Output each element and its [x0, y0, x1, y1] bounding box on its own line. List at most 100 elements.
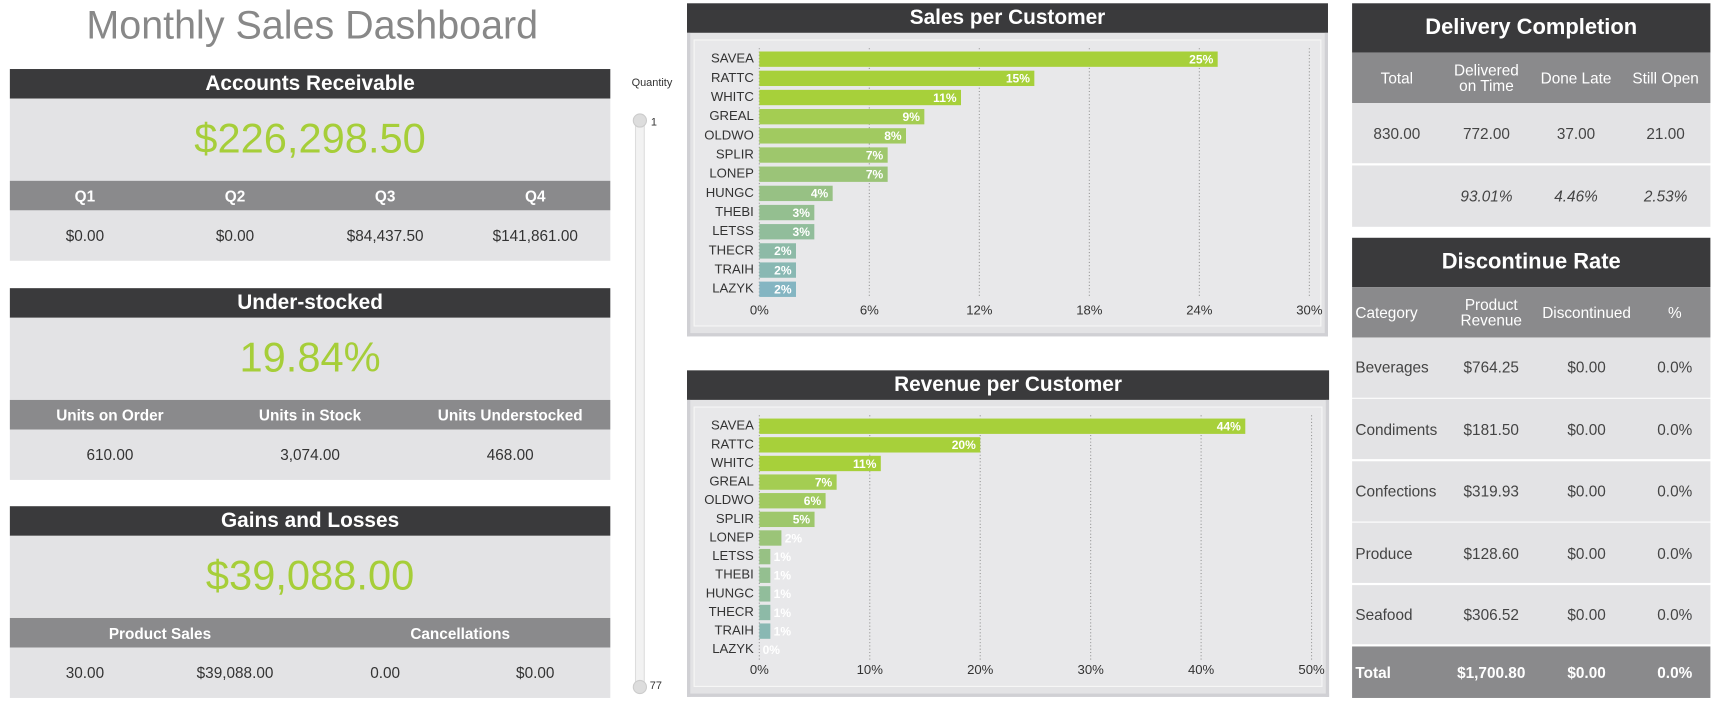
category-label: SAVEA	[711, 51, 754, 66]
column-header: Q1	[74, 186, 96, 205]
category-label: LAZYK	[712, 281, 754, 296]
slider-max: 77	[650, 680, 662, 692]
category-label: THEBI	[715, 204, 754, 219]
panel-header: Accounts Receivable	[9, 69, 611, 99]
panel-row	[9, 429, 611, 480]
cell: Seafood	[1355, 605, 1413, 624]
bar	[759, 224, 815, 240]
value-label: 2%	[774, 283, 792, 297]
dashboard-title: Monthly Sales Dashboard	[86, 2, 539, 48]
column-header: Units in Stock	[258, 405, 362, 424]
bar	[759, 147, 888, 163]
value-label: 11%	[933, 91, 957, 105]
cell: Confections	[1355, 482, 1437, 500]
category-label: SPLIR	[716, 147, 754, 162]
cell: 0.0%	[1657, 605, 1693, 624]
cell: 30.00	[65, 663, 105, 682]
value-label: 7%	[866, 148, 884, 162]
bar	[759, 262, 796, 278]
bar	[759, 166, 888, 182]
cell: 0.0%	[1657, 544, 1693, 562]
cell: $181.50	[1463, 420, 1519, 439]
category-label: WHITC	[711, 89, 754, 104]
cell: $0.00	[1567, 544, 1606, 562]
table-row	[1352, 461, 1711, 522]
bar	[759, 243, 796, 259]
cell: $319.93	[1463, 482, 1519, 500]
x-tick-label: 40%	[1188, 662, 1215, 677]
total-cell: Total	[1355, 663, 1391, 681]
cell: 21.00	[1646, 124, 1685, 142]
bar	[759, 281, 796, 297]
bar	[759, 128, 906, 144]
cell: $0.00	[65, 226, 105, 245]
bar	[759, 437, 981, 453]
column-header: Product Revenue	[1460, 295, 1522, 329]
cell: 468.00	[486, 445, 534, 464]
column-header: Q3	[374, 186, 396, 205]
panel-header: Gains and Losses	[9, 506, 611, 536]
category-label: TRAIH	[714, 262, 753, 277]
table-row	[1352, 399, 1711, 460]
value-label: 1%	[774, 587, 792, 601]
bar	[759, 604, 771, 621]
cell: 0.0%	[1657, 420, 1693, 439]
chart-header: Sales per Customer	[687, 3, 1328, 33]
cell: $84,437.50	[346, 226, 424, 245]
slider-min: 1	[651, 117, 657, 129]
value-label: 7%	[815, 475, 833, 489]
chart-header: Revenue per Customer	[687, 370, 1330, 400]
bar	[759, 567, 771, 583]
category-label: RATTC	[711, 436, 754, 451]
bar	[759, 623, 771, 639]
cell: Produce	[1355, 544, 1413, 562]
value-label: 6%	[804, 494, 822, 508]
column-header: Done Late	[1540, 69, 1612, 87]
category-label: THECR	[709, 604, 754, 619]
slider-handle-min[interactable]	[632, 113, 648, 128]
value-label: 1%	[774, 569, 792, 583]
cell: $0.00	[1567, 605, 1606, 624]
panel-subheader	[9, 617, 611, 648]
panel-body: $39,088.00	[9, 535, 611, 618]
slider-label: Quantity	[632, 77, 673, 89]
value-label: 20%	[952, 438, 976, 452]
panel-header: Discontinue Rate	[1352, 237, 1711, 288]
bar	[759, 418, 1246, 434]
bar	[759, 185, 833, 202]
panel-subheader	[9, 180, 611, 211]
cell: Beverages	[1355, 358, 1429, 377]
bar	[759, 204, 815, 221]
category-label: OLDWO	[704, 492, 754, 507]
slider-handle-max[interactable]	[632, 679, 648, 695]
cell: 610.00	[86, 445, 134, 464]
panel-subheader	[1352, 52, 1711, 103]
cell: $0.00	[1567, 420, 1606, 439]
bar	[759, 70, 1035, 87]
x-tick-label: 0%	[750, 662, 769, 677]
value-label: 11%	[853, 457, 877, 471]
value-label: 25%	[1189, 52, 1213, 66]
cell: 93.01%	[1460, 187, 1513, 205]
panel-row	[9, 210, 611, 261]
category-label: LAZYK	[712, 641, 754, 656]
category-label: SPLIR	[716, 511, 754, 526]
panel-subheader	[1352, 287, 1711, 338]
total-row	[1352, 646, 1711, 698]
panel-subheader	[9, 399, 611, 430]
cell: Condiments	[1355, 420, 1438, 439]
value-label: 1%	[774, 624, 792, 638]
column-header: Category	[1355, 303, 1418, 322]
category-label: THEBI	[715, 567, 754, 582]
column-header: Delivered on Time	[1454, 61, 1519, 95]
cell: $128.60	[1463, 544, 1519, 562]
value-label: 4%	[811, 187, 829, 201]
category-label: WHITC	[711, 455, 754, 470]
x-tick-label: 20%	[967, 662, 994, 677]
cell: $0.00	[215, 226, 255, 245]
x-tick-label: 50%	[1298, 662, 1325, 677]
table-row	[1352, 337, 1711, 398]
plot-area	[693, 39, 1322, 327]
